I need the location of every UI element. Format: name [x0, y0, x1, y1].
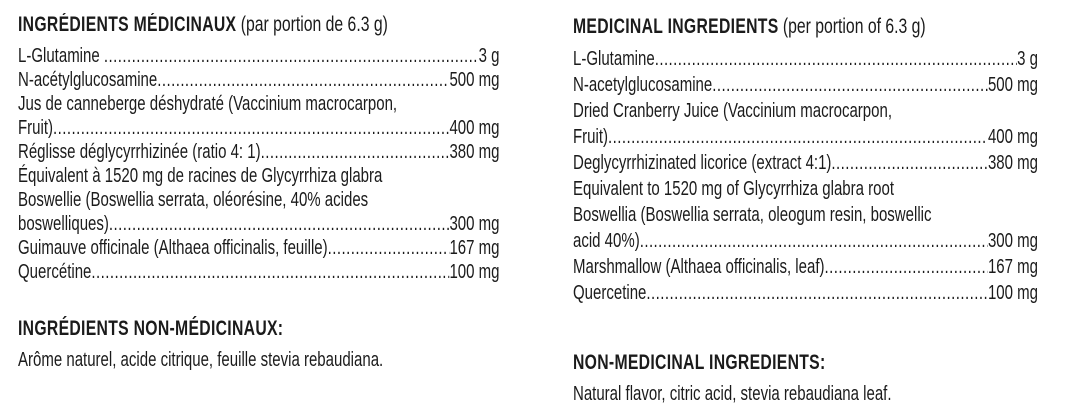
ingredient-name: Boswellia (Boswellia serrata, oleogum re…	[573, 204, 932, 226]
ingredient-amount: 300 mg	[449, 213, 500, 235]
ingredient-amount: 100 mg	[987, 282, 1038, 304]
ingredient-name: acid 40%)	[573, 230, 640, 252]
ingredient-amount: 3 g	[1017, 48, 1038, 70]
ingredient-name: Réglisse déglycyrrhizinée (ratio 4: 1)	[18, 141, 261, 163]
ingredient-row: Fruit) 400 mg	[573, 124, 1038, 150]
ingredient-row: Guimauve officinale (Althaea officinalis…	[18, 236, 500, 260]
ingredient-name: L-Glutamine	[18, 45, 104, 67]
ingredient-name: boswelliques)	[18, 213, 109, 235]
ingredient-row: N-acétylglucosamine 500 mg	[18, 68, 500, 92]
ingredient-row: acid 40%) 300 mg	[573, 228, 1038, 254]
english-ingredients-panel: MEDICINAL INGREDIENTS (per portion of 6.…	[573, 14, 1038, 406]
dot-leader	[91, 260, 449, 284]
dot-leader	[824, 254, 987, 280]
ingredient-name: Deglycyrrhizinated licorice (extract 4:1…	[573, 152, 832, 174]
ingredient-name: Guimauve officinale (Althaea officinalis…	[18, 237, 328, 259]
ingredient-name: Dried Cranberry Juice (Vaccinium macroca…	[573, 100, 893, 122]
french-ingredients-panel: INGRÉDIENTS MÉDICINAUX (par portion de 6…	[18, 12, 500, 372]
ingredient-amount: 380 mg	[449, 141, 500, 163]
ingredient-row: Dried Cranberry Juice (Vaccinium macroca…	[573, 98, 1038, 124]
ingredient-name: Fruit)	[18, 117, 54, 139]
ingredient-amount: 400 mg	[449, 117, 500, 139]
ingredient-name: Jus de canneberge déshydraté (Vaccinium …	[18, 93, 398, 115]
ingredient-row: Equivalent to 1520 mg of Glycyrrhiza gla…	[573, 176, 1038, 202]
non-medicinal-text-en: Natural flavor, citric acid, stevia reba…	[573, 383, 892, 405]
ingredient-amount: 300 mg	[987, 230, 1038, 252]
ingredient-row: L-Glutamine 3 g	[573, 46, 1038, 72]
ingredient-name: N-acetylglucosamine	[573, 74, 713, 96]
ingredient-name: L-Glutamine	[573, 48, 655, 70]
medicinal-ingredients-heading-fr: INGRÉDIENTS MÉDICINAUX (par portion de 6…	[18, 12, 500, 38]
dot-leader	[655, 46, 1017, 72]
ingredient-list-en: L-Glutamine 3 g N-acetylglucosamine 500 …	[573, 46, 1038, 306]
ingredient-name: Equivalent to 1520 mg of Glycyrrhiza gla…	[573, 178, 894, 200]
heading-title-fr: INGRÉDIENTS MÉDICINAUX	[18, 13, 237, 36]
heading-portion-note-en: (per portion of 6.3 g)	[782, 15, 926, 38]
ingredient-name: Quercetine	[573, 282, 647, 304]
ingredient-name: N-acétylglucosamine	[18, 69, 158, 91]
dot-leader	[261, 140, 450, 164]
ingredient-row: Boswellie (Boswellia serrata, oléorésine…	[18, 188, 500, 212]
ingredient-row: Équivalent à 1520 mg de racines de Glycy…	[18, 164, 500, 188]
ingredient-name: Équivalent à 1520 mg de racines de Glycy…	[18, 165, 383, 187]
ingredient-name: Quercétine	[18, 261, 92, 283]
dot-leader	[712, 72, 988, 98]
dot-leader	[608, 124, 988, 150]
ingredient-amount: 500 mg	[449, 69, 500, 91]
non-medicinal-heading-fr: INGRÉDIENTS NON-MÉDICINAUX:	[18, 317, 284, 340]
dot-leader	[109, 212, 450, 236]
dot-leader	[104, 44, 479, 68]
dot-leader	[831, 150, 988, 176]
ingredient-row: Réglisse déglycyrrhizinée (ratio 4: 1) 3…	[18, 140, 500, 164]
dot-leader	[157, 68, 449, 92]
ingredient-amount: 500 mg	[987, 74, 1038, 96]
ingredient-amount: 400 mg	[987, 126, 1038, 148]
ingredient-amount: 167 mg	[987, 256, 1038, 278]
ingredient-amount: 380 mg	[987, 152, 1038, 174]
ingredient-name: Boswellie (Boswellia serrata, oléorésine…	[18, 189, 369, 211]
ingredient-list-fr: L-Glutamine 3 g N-acétylglucosamine 500 …	[18, 44, 500, 284]
non-medicinal-text-fr: Arôme naturel, acide citrique, feuille s…	[18, 349, 384, 371]
ingredient-amount: 3 g	[478, 45, 500, 67]
ingredient-row: N-acetylglucosamine 500 mg	[573, 72, 1038, 98]
ingredient-row: Jus de canneberge déshydraté (Vaccinium …	[18, 92, 500, 116]
ingredient-row: Fruit) 400 mg	[18, 116, 500, 140]
heading-portion-note-fr: (par portion de 6.3 g)	[240, 13, 388, 36]
ingredient-row: Boswellia (Boswellia serrata, oleogum re…	[573, 202, 1038, 228]
non-medicinal-heading-en: NON-MEDICINAL INGREDIENTS:	[573, 351, 826, 374]
ingredient-row: L-Glutamine 3 g	[18, 44, 500, 68]
dot-leader	[646, 280, 988, 306]
ingredient-name: Fruit)	[573, 126, 609, 148]
ingredient-row: boswelliques) 300 mg	[18, 212, 500, 236]
heading-title-en: MEDICINAL INGREDIENTS	[573, 15, 779, 38]
ingredient-name: Marshmallow (Althaea officinalis, leaf)	[573, 256, 825, 278]
ingredient-row: Quercetine 100 mg	[573, 280, 1038, 306]
ingredient-row: Deglycyrrhizinated licorice (extract 4:1…	[573, 150, 1038, 176]
ingredient-amount: 100 mg	[449, 261, 500, 283]
dot-leader	[640, 228, 988, 254]
medicinal-ingredients-heading-en: MEDICINAL INGREDIENTS (per portion of 6.…	[573, 14, 1038, 40]
dot-leader	[328, 236, 450, 260]
ingredient-amount: 167 mg	[449, 237, 500, 259]
ingredient-row: Marshmallow (Althaea officinalis, leaf) …	[573, 254, 1038, 280]
ingredient-row: Quercétine 100 mg	[18, 260, 500, 284]
dot-leader	[53, 116, 449, 140]
